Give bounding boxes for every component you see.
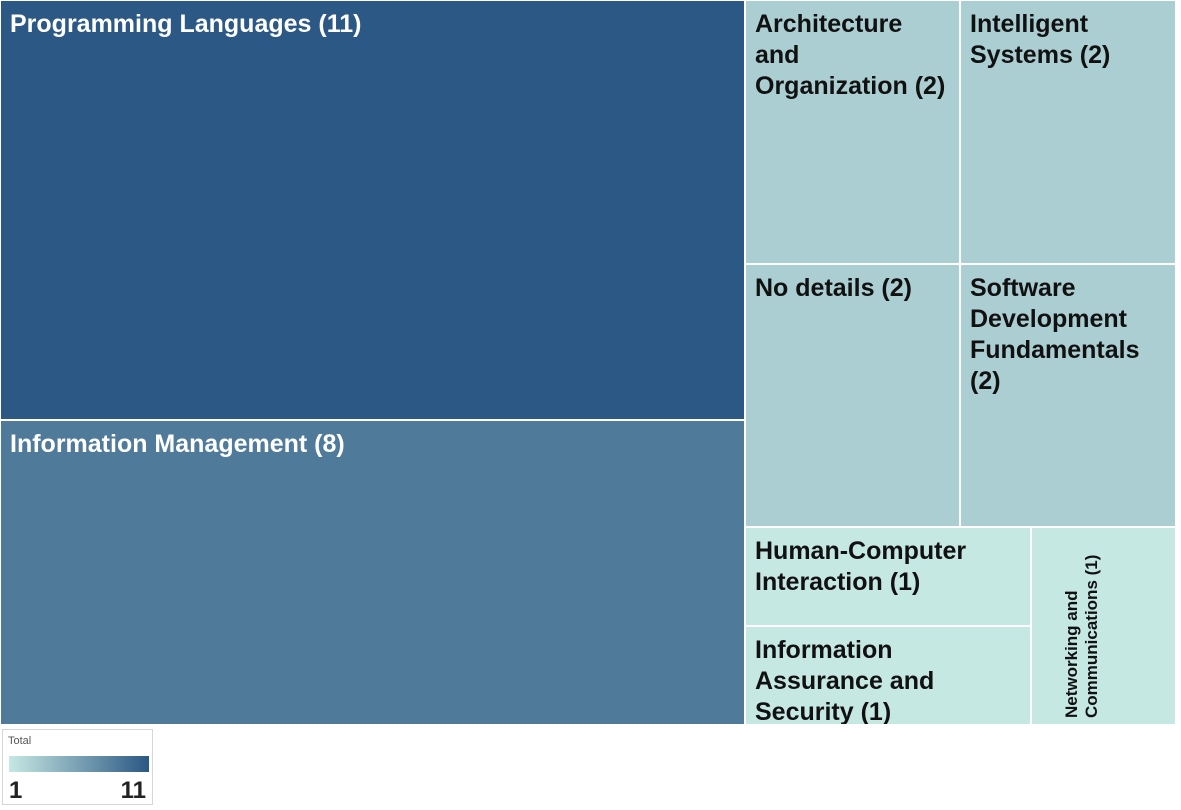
treemap-tile-label: No details (2) xyxy=(755,274,912,302)
treemap-tile-software-development-fundamentals: Software Development Fundamentals (2) xyxy=(960,264,1176,527)
treemap-tile-label: Software Development Fundamentals (2) xyxy=(970,274,1140,395)
treemap-tile-label: Information Assurance and Security (1) xyxy=(755,636,935,725)
treemap-tile-programming-languages: Programming Languages (11) xyxy=(0,0,745,420)
treemap-tile-label: Programming Languages (11) xyxy=(10,10,362,38)
treemap-tile-label: Intelligent Systems (2) xyxy=(970,10,1111,69)
treemap-tile-label: Networking and Communications (1) xyxy=(1062,554,1101,718)
treemap-tile-human-computer-interaction: Human-Computer Interaction (1) xyxy=(745,527,1031,626)
treemap-tile-label: Architecture and Organization (2) xyxy=(755,10,946,100)
treemap-tile-label: Human-Computer Interaction (1) xyxy=(755,537,967,596)
legend-min-label: 1 xyxy=(9,777,23,804)
treemap: Programming Languages (11) Information Ma… xyxy=(0,0,1176,725)
treemap-tile-networking-and-communications: Networking and Communications (1) xyxy=(1031,527,1176,725)
legend-title: Total xyxy=(8,735,32,747)
legend-max-label: 11 xyxy=(120,777,146,804)
legend-gradient-bar xyxy=(9,756,149,772)
treemap-tile-architecture-and-organization: Architecture and Organization (2) xyxy=(745,0,960,264)
treemap-tile-information-assurance-and-security: Information Assurance and Security (1) xyxy=(745,626,1031,725)
treemap-tile-no-details: No details (2) xyxy=(745,264,960,527)
treemap-tile-information-management: Information Management (8) xyxy=(0,420,745,725)
color-legend: Total 1 11 xyxy=(2,729,153,805)
treemap-tile-intelligent-systems: Intelligent Systems (2) xyxy=(960,0,1176,264)
treemap-tile-label: Information Management (8) xyxy=(10,430,345,458)
